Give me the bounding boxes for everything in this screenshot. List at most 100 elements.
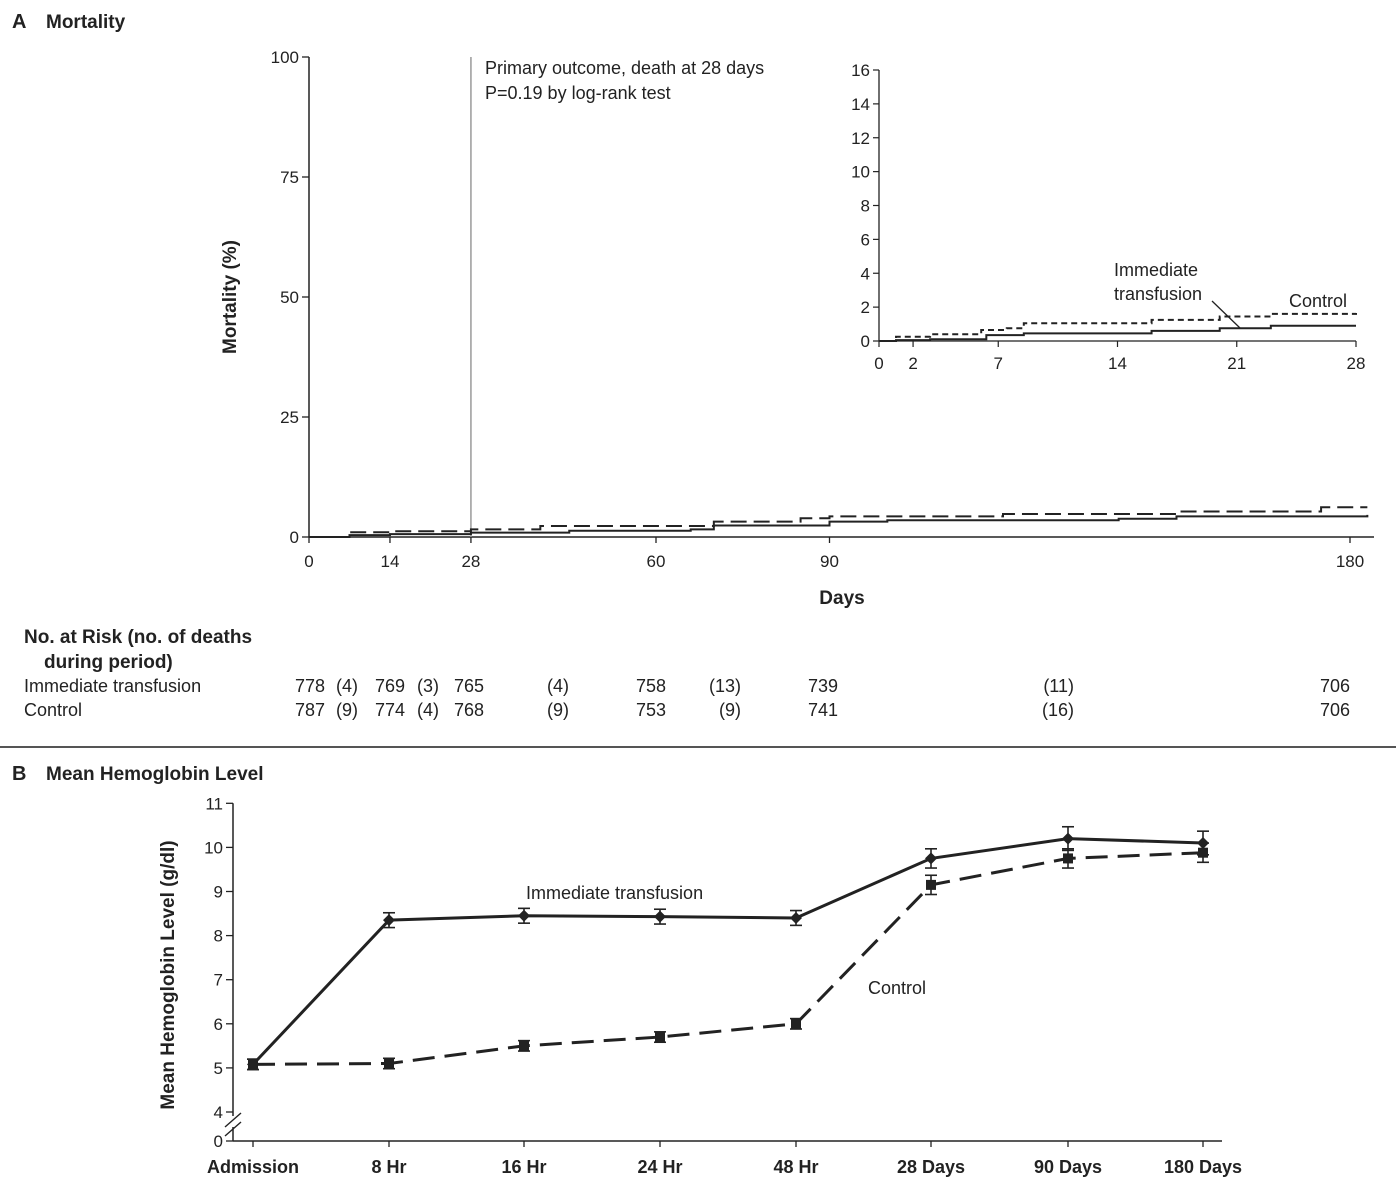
log-rank-annotation: P=0.19 by log-rank test <box>485 83 671 103</box>
hemoglobin-line-control <box>252 851 1204 1066</box>
risk-table: Immediate transfusion 778 (4) 769 (3) 765 (4) 7… <box>24 676 1350 720</box>
risk-cell: (11) <box>1043 676 1074 696</box>
mortality-x-tick-label: 28 <box>461 552 480 571</box>
risk-cell: (4) <box>336 676 358 696</box>
hemoglobin-label-immediate: Immediate transfusion <box>526 883 703 903</box>
risk-cell: 753 <box>636 700 666 720</box>
mortality-line-control <box>309 506 1368 538</box>
risk-cell: 774 <box>375 700 405 720</box>
inset-x-tick-label: 0 <box>874 354 883 373</box>
data-point-control <box>248 1059 258 1070</box>
panel-b-letter: B <box>12 763 26 785</box>
inset-label-control: Control <box>1289 291 1347 311</box>
mortality-x-tick-label: 60 <box>647 552 666 571</box>
hemoglobin-x-tick-label: 48 Hr <box>773 1157 818 1177</box>
hemoglobin-label-control: Control <box>868 978 926 998</box>
hemoglobin-x-tick-label: 16 Hr <box>501 1157 546 1177</box>
risk-cell: (16) <box>1042 700 1074 720</box>
hemoglobin-x-tick-label: 24 Hr <box>637 1157 682 1177</box>
hemoglobin-line-immediate <box>251 837 1204 1066</box>
inset-series <box>879 312 1357 342</box>
inset-x-tick-label: 28 <box>1347 354 1366 373</box>
hemoglobin-y-tick-label: 8 <box>214 927 223 946</box>
data-point-control <box>1063 853 1073 864</box>
primary-outcome-annotation: Primary outcome, death at 28 days <box>485 58 764 78</box>
data-point-immediate <box>925 852 937 865</box>
hemoglobin-y-tick-label: 10 <box>204 838 223 857</box>
hemoglobin-x-tick-label: 90 Days <box>1034 1157 1102 1177</box>
data-point-immediate <box>654 910 666 923</box>
risk-cell: (13) <box>709 676 741 696</box>
risk-cell: 768 <box>454 700 484 720</box>
inset-y-tick-label: 0 <box>861 332 870 351</box>
risk-cell: 769 <box>375 676 405 696</box>
data-point-control <box>519 1040 529 1051</box>
risk-cell: 758 <box>636 676 666 696</box>
inset-y-tick-label: 12 <box>851 129 870 148</box>
inset-y-tick-label: 8 <box>861 197 870 216</box>
mortality-line-immediate <box>309 514 1369 538</box>
risk-cell: 706 <box>1320 676 1350 696</box>
mortality-y-tick-label: 100 <box>271 48 299 67</box>
risk-cell: (4) <box>547 676 569 696</box>
hemoglobin-x-tick-label: 28 Days <box>897 1157 965 1177</box>
risk-row-label: Immediate transfusion <box>24 676 201 696</box>
hemoglobin-y-tick-label: 0 <box>214 1132 223 1151</box>
inset-y-tick-label: 10 <box>851 163 870 182</box>
hemoglobin-y-axis-title: Mean Hemoglobin Level (g/dl) <box>158 840 179 1109</box>
inset-x-tick-label: 7 <box>994 354 1003 373</box>
axis-break-mark <box>224 1121 242 1137</box>
data-point-immediate <box>1062 832 1074 845</box>
hemoglobin-y-tick-label: 5 <box>214 1059 223 1078</box>
hemoglobin-y-tick-label: 9 <box>214 883 223 902</box>
inset-y-tick-label: 2 <box>861 298 870 317</box>
mortality-x-tick-label: 0 <box>304 552 313 571</box>
risk-row-label: Control <box>24 700 82 720</box>
risk-table-header-line2: during period) <box>44 652 173 673</box>
panel-a-title: Mortality <box>46 12 126 33</box>
inset-line-control <box>879 312 1357 342</box>
inset-axes: 0 2 4 6 8 10 12 14 16 0 2 7 14 21 28 <box>851 61 1365 373</box>
data-point-immediate <box>518 909 530 922</box>
inset-y-tick-label: 6 <box>861 230 870 249</box>
mortality-x-tick-label: 14 <box>381 552 400 571</box>
hemoglobin-series <box>247 825 1209 1071</box>
risk-table-header-line1: No. at Risk (no. of deaths <box>24 627 252 648</box>
panel-a-letter: A <box>12 11 26 33</box>
risk-cell: (9) <box>336 700 358 720</box>
mortality-y-tick-label: 75 <box>280 168 299 187</box>
risk-cell: 739 <box>808 676 838 696</box>
data-point-control <box>384 1058 394 1069</box>
mortality-y-tick-label: 0 <box>290 528 299 547</box>
risk-cell: (4) <box>417 700 439 720</box>
inset-x-tick-label: 2 <box>908 354 917 373</box>
data-point-control <box>1198 847 1208 858</box>
hemoglobin-axes: 0 4 5 6 7 8 9 10 11 Admission 8 Hr 16 Hr 24 Hr 48 Hr 2… <box>204 794 1242 1177</box>
risk-cell: 778 <box>295 676 325 696</box>
inset-label-immediate-line2: transfusion <box>1114 284 1202 304</box>
risk-cell: 787 <box>295 700 325 720</box>
inset-y-tick-label: 16 <box>851 61 870 80</box>
hemoglobin-y-tick-label: 7 <box>214 971 223 990</box>
mortality-y-axis-title: Mortality (%) <box>220 240 241 354</box>
data-point-immediate <box>790 911 802 924</box>
data-point-control <box>791 1018 801 1029</box>
risk-cell: (9) <box>719 700 741 720</box>
mortality-x-tick-label: 180 <box>1336 552 1364 571</box>
inset-y-tick-label: 14 <box>851 95 870 114</box>
inset-label-leader-line <box>1211 300 1241 329</box>
mortality-x-axis-title: Days <box>819 588 864 609</box>
mortality-series <box>309 506 1369 538</box>
inset-y-tick-label: 4 <box>861 264 870 283</box>
panel-b-title: Mean Hemoglobin Level <box>46 764 263 785</box>
inset-line-immediate <box>879 324 1356 342</box>
axis-break-mark <box>224 1112 242 1128</box>
risk-cell: 741 <box>808 700 838 720</box>
risk-cell: 765 <box>454 676 484 696</box>
risk-cell: (3) <box>417 676 439 696</box>
hemoglobin-x-tick-label: 180 Days <box>1164 1157 1242 1177</box>
inset-x-tick-label: 14 <box>1108 354 1127 373</box>
data-point-immediate <box>383 914 395 927</box>
